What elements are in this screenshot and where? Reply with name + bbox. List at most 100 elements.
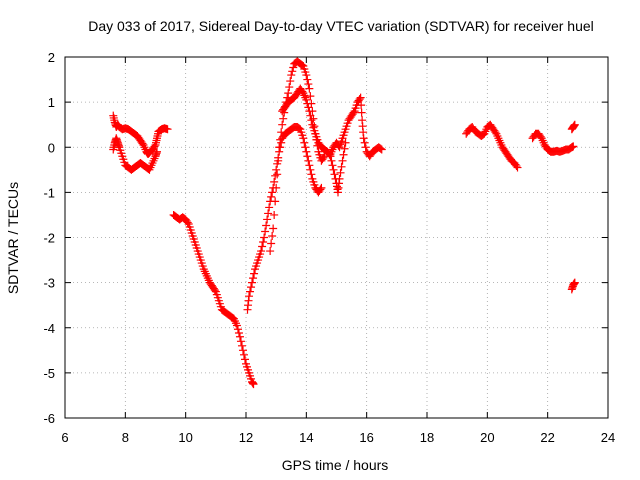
data-point (317, 183, 326, 192)
series-late-high (567, 120, 579, 134)
series-early-trace-a (109, 111, 172, 159)
x-tick-label: 24 (601, 430, 615, 445)
data-point (359, 134, 368, 143)
data-point (273, 170, 282, 179)
data-point (570, 278, 579, 287)
data-point (305, 84, 314, 93)
data-point (245, 292, 254, 301)
x-tick-label: 22 (540, 430, 554, 445)
data-point (236, 337, 245, 346)
data-point (307, 170, 316, 179)
data-point (239, 350, 248, 359)
x-tick-label: 12 (239, 430, 253, 445)
data-point (232, 321, 241, 330)
data-point (303, 75, 312, 84)
data-point (267, 192, 276, 201)
data-point (570, 120, 579, 129)
data-point (302, 147, 311, 156)
data-point (237, 341, 246, 350)
data-point (286, 77, 295, 86)
data-point (248, 278, 257, 287)
data-point (266, 247, 275, 256)
x-tick-label: 18 (420, 430, 434, 445)
data-point (264, 209, 273, 218)
y-tick-label: -6 (43, 411, 55, 426)
data-point (163, 125, 172, 134)
data-point (257, 247, 266, 256)
data-point (238, 346, 247, 355)
data-point (262, 221, 271, 230)
data-point (330, 170, 339, 179)
data-point (307, 116, 316, 125)
y-tick-label: -4 (43, 321, 55, 336)
series-late-low (567, 278, 579, 294)
data-points (109, 57, 579, 389)
data-point (234, 329, 243, 338)
data-point (272, 183, 281, 192)
series-evening-trace (462, 120, 522, 172)
y-axis-ticks: -6 -5 -4 -3 -2 -1 0 1 2 (43, 50, 608, 426)
data-point (357, 101, 366, 110)
data-point (138, 139, 147, 148)
data-point (341, 138, 350, 147)
data-point (233, 325, 242, 334)
y-tick-label: 2 (48, 50, 55, 65)
data-point (319, 153, 328, 162)
data-point (268, 188, 277, 197)
data-point (295, 124, 304, 133)
chart-title: Day 033 of 2017, Sidereal Day-to-day VTE… (88, 18, 594, 34)
data-point (338, 156, 347, 165)
data-point (249, 274, 258, 283)
data-point (247, 283, 256, 292)
data-point (298, 87, 307, 96)
data-point (249, 380, 258, 389)
data-point (491, 128, 500, 137)
series-late-trace (528, 129, 578, 156)
data-point (513, 163, 522, 172)
x-tick-label: 20 (480, 430, 494, 445)
data-point (305, 161, 314, 170)
y-axis-label: SDTVAR / TECUs (5, 182, 21, 294)
data-point (298, 61, 307, 70)
y-tick-label: -5 (43, 366, 55, 381)
data-point (275, 143, 284, 152)
data-point (210, 286, 219, 295)
data-point (306, 165, 315, 174)
series-rising-trace-b (266, 57, 329, 256)
data-point (265, 203, 274, 212)
series-rising-trace-a (243, 122, 326, 314)
data-point (304, 156, 313, 165)
grid (65, 57, 608, 418)
series-mid-trace (326, 93, 386, 161)
data-point (285, 83, 294, 92)
data-point (259, 238, 268, 247)
data-point (250, 269, 259, 278)
data-point (361, 143, 370, 152)
data-point (246, 287, 255, 296)
data-point (287, 71, 296, 80)
data-point (261, 227, 270, 236)
y-tick-label: -1 (43, 185, 55, 200)
data-point (274, 156, 283, 165)
data-point (276, 135, 285, 144)
data-point (294, 123, 303, 132)
x-axis-label: GPS time / hours (282, 457, 389, 473)
data-point (278, 120, 287, 129)
data-point (183, 218, 192, 227)
x-tick-label: 10 (178, 430, 192, 445)
data-point (288, 67, 297, 76)
y-tick-label: 1 (48, 95, 55, 110)
data-point (355, 95, 364, 104)
data-point (240, 355, 249, 364)
data-point (284, 89, 293, 98)
data-point (258, 242, 267, 251)
data-point (270, 177, 279, 186)
data-point (235, 332, 244, 341)
series-early-trace-b (109, 134, 162, 174)
data-point (289, 63, 298, 72)
data-point (304, 80, 313, 89)
y-tick-label: -3 (43, 276, 55, 291)
x-axis-ticks: 6 8 10 12 14 16 18 20 22 24 (61, 57, 615, 445)
data-point (316, 185, 325, 194)
